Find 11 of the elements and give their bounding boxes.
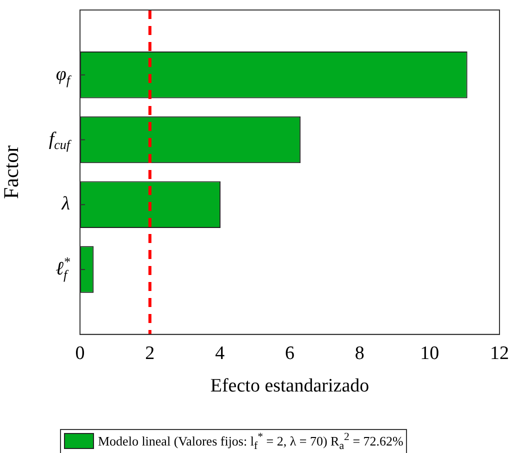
x-tick-label: 12	[490, 342, 509, 364]
legend-label: Modelo lineal (Valores fijos: l$_{f}$$^{*}$ = 2, λ = 70) R$_{a}$$^{2}$ = 72.62%	[98, 431, 404, 452]
x-tick-label: 0	[75, 342, 85, 364]
x-axis-title: Efecto estandarizado	[210, 376, 370, 397]
y-tick-label: λ	[60, 194, 70, 215]
x-tick-label: 6	[285, 342, 294, 364]
x-tick-label: 10	[420, 342, 440, 364]
x-tick-label: 4	[215, 342, 226, 364]
x-tick-label: 8	[354, 342, 364, 364]
x-tick-label: 2	[145, 342, 155, 364]
y-axis-title: Factor	[0, 145, 24, 200]
